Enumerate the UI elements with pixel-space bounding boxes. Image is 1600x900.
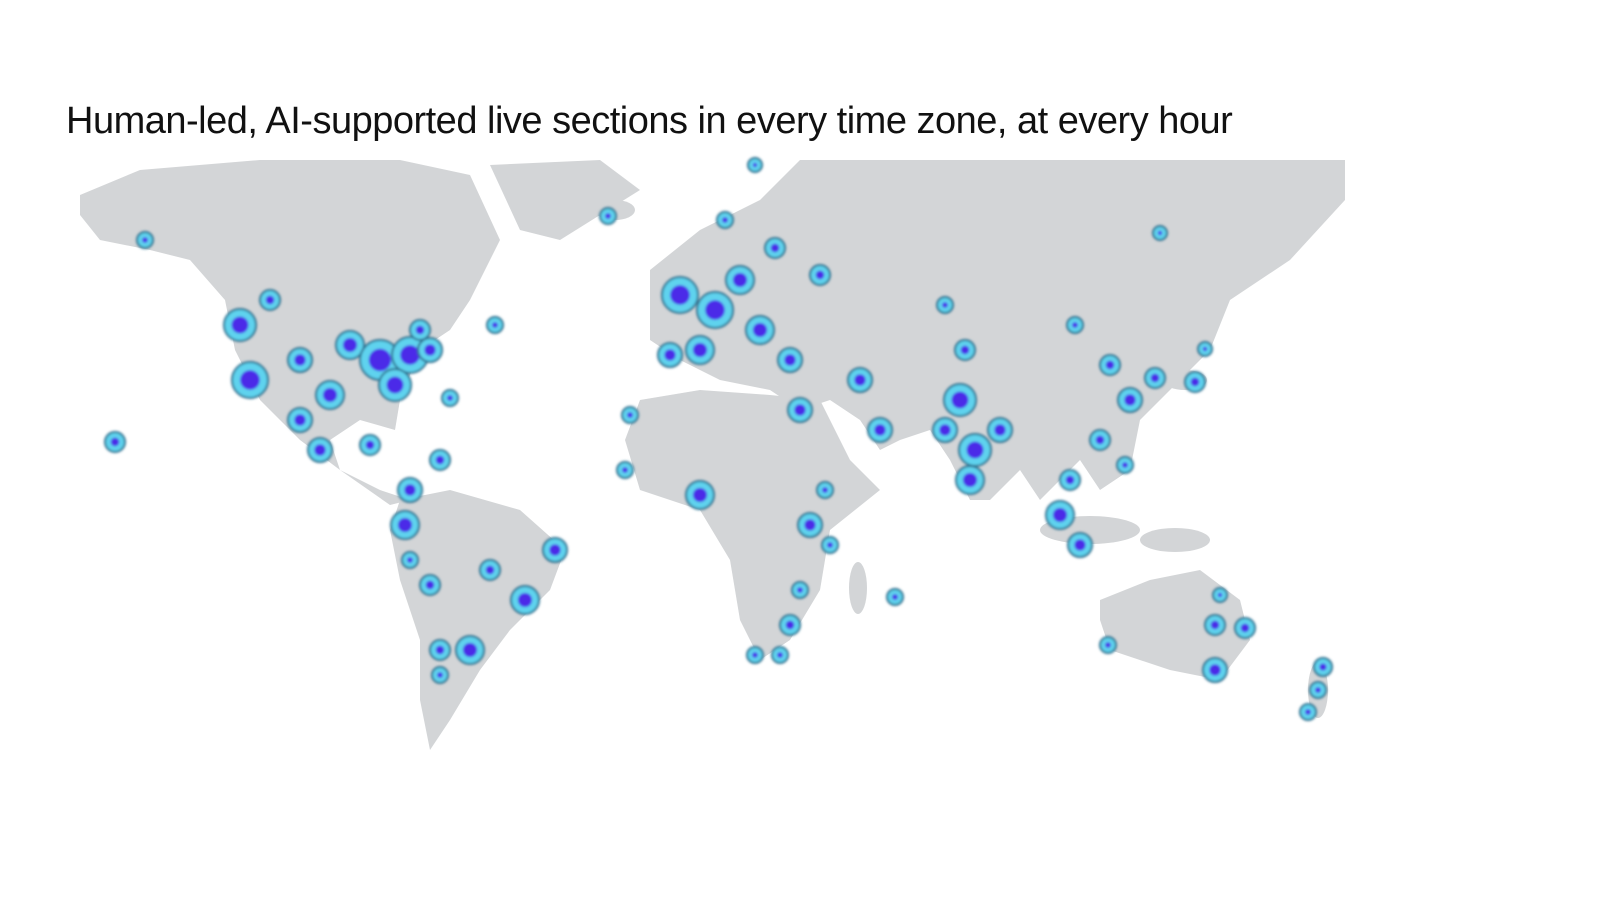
heat-core xyxy=(1157,230,1163,236)
heat-core xyxy=(951,391,969,409)
heat-core xyxy=(407,557,413,563)
greenland xyxy=(490,160,640,240)
heat-core xyxy=(777,652,783,658)
heat-core xyxy=(1209,664,1221,676)
madagascar xyxy=(849,562,867,614)
heat-core xyxy=(785,620,795,630)
heat-core xyxy=(693,488,707,502)
heat-core xyxy=(770,243,780,253)
land xyxy=(80,160,1345,750)
heat-core xyxy=(827,542,833,548)
heat-core xyxy=(142,237,148,243)
heat-core xyxy=(1124,394,1136,406)
heat-core xyxy=(1240,623,1250,633)
heat-core xyxy=(753,323,767,337)
heat-core xyxy=(240,370,260,390)
heat-core xyxy=(398,518,412,532)
heat-core xyxy=(1305,709,1311,715)
heat-core xyxy=(294,354,306,366)
heat-core xyxy=(1319,663,1327,671)
heat-core xyxy=(323,388,337,402)
heat-core xyxy=(231,316,249,334)
heat-core xyxy=(752,652,758,658)
heat-core xyxy=(664,349,676,361)
heat-core xyxy=(622,467,628,473)
heat-core xyxy=(435,645,445,655)
heat-core xyxy=(784,354,796,366)
heat-core xyxy=(463,643,477,657)
heat-core xyxy=(797,587,803,593)
heat-core xyxy=(966,441,984,459)
heat-core xyxy=(425,580,435,590)
heat-core xyxy=(314,444,326,456)
heat-core xyxy=(386,376,404,394)
heat-core xyxy=(1210,620,1220,630)
heat-core xyxy=(343,338,357,352)
heat-core xyxy=(822,487,828,493)
heat-core xyxy=(1095,435,1105,445)
heat-core xyxy=(722,217,728,223)
heat-core xyxy=(435,455,445,465)
heat-spots xyxy=(104,157,1333,721)
heat-core xyxy=(794,404,806,416)
heat-core xyxy=(733,273,747,287)
north-america xyxy=(80,160,500,505)
eurasia xyxy=(650,160,1345,500)
heat-core xyxy=(752,162,758,168)
heat-core xyxy=(447,395,453,401)
heat-core xyxy=(942,302,948,308)
heat-core xyxy=(365,440,375,450)
heat-core xyxy=(1217,592,1223,598)
heat-core xyxy=(960,345,970,355)
heat-core xyxy=(415,325,425,335)
heat-core xyxy=(110,437,120,447)
heat-core xyxy=(705,300,725,320)
heat-core xyxy=(627,412,633,418)
heat-core xyxy=(1072,322,1078,328)
heat-core xyxy=(404,484,416,496)
heat-core xyxy=(1065,475,1075,485)
heat-core xyxy=(854,374,866,386)
heat-core xyxy=(437,672,443,678)
heat-core xyxy=(1074,539,1086,551)
heat-core xyxy=(963,473,977,487)
heat-core xyxy=(1315,687,1321,693)
africa xyxy=(625,390,880,660)
heat-core xyxy=(1202,346,1208,352)
heat-core xyxy=(804,519,816,531)
heat-core xyxy=(492,322,498,328)
heat-core xyxy=(994,424,1006,436)
heat-core xyxy=(939,424,951,436)
new-guinea xyxy=(1140,528,1210,552)
heat-core xyxy=(1190,377,1200,387)
heat-core xyxy=(605,213,611,219)
heat-core xyxy=(892,594,898,600)
australia xyxy=(1100,570,1250,680)
heat-core xyxy=(1150,373,1160,383)
heat-core xyxy=(400,345,420,365)
heat-core xyxy=(518,593,532,607)
slide-title: Human-led, AI-supported live sections in… xyxy=(66,100,1233,142)
heat-core xyxy=(265,295,275,305)
heat-core xyxy=(874,424,886,436)
south-america xyxy=(390,490,565,750)
heat-core xyxy=(693,343,707,357)
heat-core xyxy=(815,270,825,280)
heat-core xyxy=(549,544,561,556)
heat-core xyxy=(485,565,495,575)
heat-core xyxy=(424,344,436,356)
heat-core xyxy=(1105,642,1111,648)
heat-core xyxy=(670,285,690,305)
heat-core xyxy=(1122,462,1128,468)
heat-core xyxy=(1053,508,1067,522)
heat-core xyxy=(368,348,392,372)
heat-core xyxy=(1105,360,1115,370)
heat-core xyxy=(294,414,306,426)
